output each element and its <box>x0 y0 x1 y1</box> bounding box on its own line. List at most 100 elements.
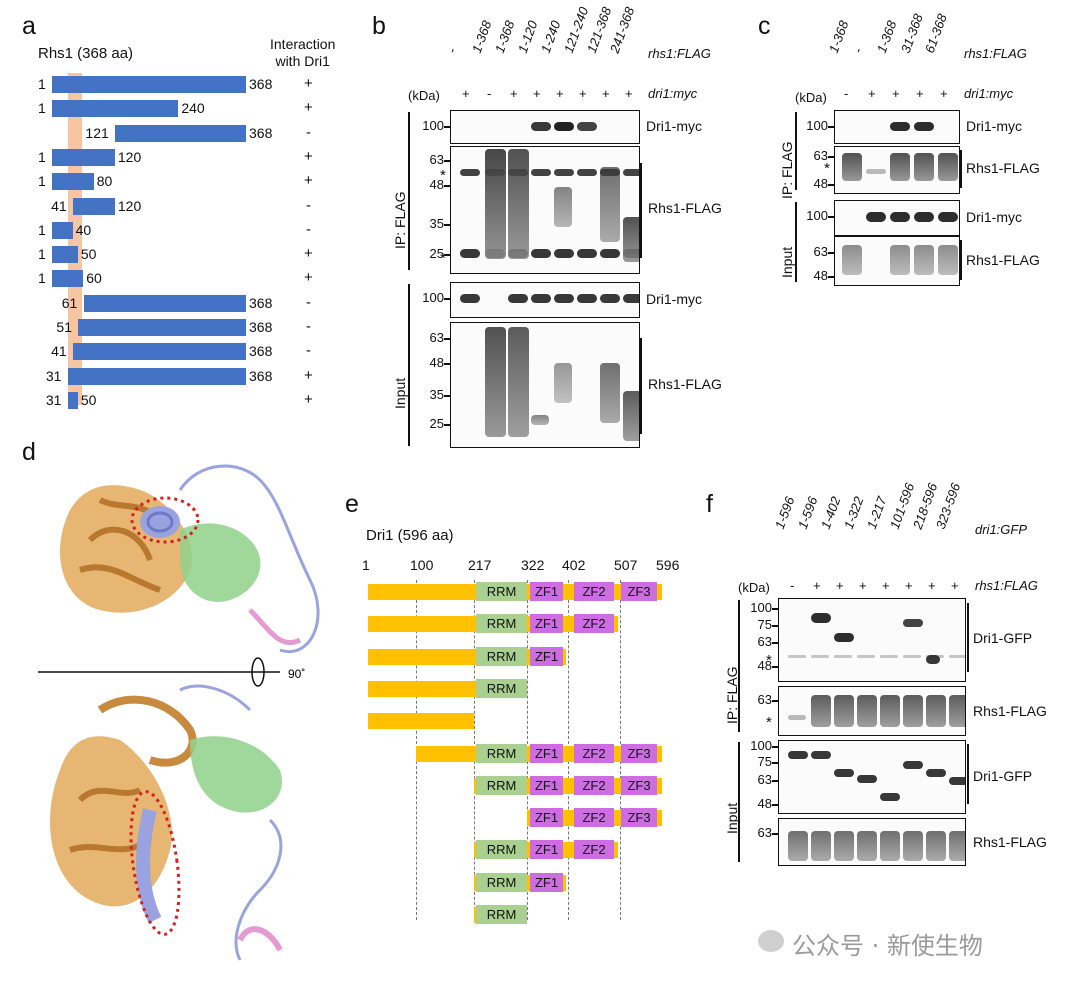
mw-marker: 25 <box>429 416 444 431</box>
domain-zf1: ZF1 <box>530 808 563 828</box>
blot-label: Rhs1-FLAG <box>973 703 1047 719</box>
panel-b-letter: b <box>372 12 386 40</box>
mw-tick <box>444 338 450 340</box>
blot-band <box>938 212 958 222</box>
blot-band <box>866 169 886 174</box>
mw-marker: 63 <box>429 152 444 167</box>
lane-coexpression-sign: + <box>928 578 936 593</box>
mw-marker: 75 <box>757 617 772 632</box>
construct-start: 31 <box>45 391 62 408</box>
construct-start: 51 <box>56 319 72 335</box>
domain-zf2: ZF2 <box>574 582 614 601</box>
blot-label: Rhs1-FLAG <box>966 252 1040 268</box>
construct-end: 40 <box>75 221 92 238</box>
domain-zf3: ZF3 <box>621 743 657 763</box>
nonspecific-asterisk: * <box>440 167 446 184</box>
blot-smear <box>857 831 877 861</box>
domain-zf1: ZF1 <box>530 646 563 666</box>
mw-marker: 63 <box>757 634 772 649</box>
lane-construct-label: 1-120 <box>514 18 541 56</box>
lane-coexpression-sign: + <box>905 578 913 593</box>
mw-marker: 35 <box>429 387 444 402</box>
blot-label: Dri1-myc <box>966 118 1022 134</box>
lane-coexpression-sign: + <box>882 578 890 593</box>
nonspecific-asterisk: * <box>824 160 830 177</box>
blot-smear <box>834 695 854 727</box>
blot-bracket <box>960 150 962 188</box>
blot-smear <box>531 415 549 425</box>
blot-label: Dri1-GFP <box>973 768 1033 784</box>
blot-band <box>866 212 886 222</box>
domain-rrm: RRM <box>476 646 527 666</box>
construct-bar <box>67 367 246 385</box>
blot-label: Dri1-myc <box>646 291 702 307</box>
row-label-bottom: dri1:myc <box>648 86 698 101</box>
blot-smear <box>903 831 923 861</box>
blot-band <box>554 122 574 131</box>
input-label: Input <box>779 246 795 278</box>
interaction-result: + <box>304 75 313 92</box>
mw-tick <box>444 298 450 300</box>
mw-tick <box>828 156 834 158</box>
blot-membrane <box>778 818 966 866</box>
blot-smear <box>949 695 965 727</box>
lane-coexpression-sign: - <box>487 86 492 101</box>
blot-band <box>926 655 944 658</box>
blot-smear <box>842 245 862 275</box>
construct-end: 80 <box>96 173 113 190</box>
domain-zf2: ZF2 <box>574 775 614 795</box>
blot-band <box>914 122 934 131</box>
blot-smear <box>485 149 506 259</box>
blot-bracket <box>795 202 797 282</box>
domain-rrm: RRM <box>476 905 527 924</box>
structure-top <box>60 464 320 653</box>
lane-coexpression-sign: + <box>813 578 821 593</box>
lane-coexpression-sign: - <box>790 578 795 593</box>
panel-a-letter: a <box>22 12 36 40</box>
protein-structure-image: 90˚ <box>38 464 320 961</box>
domain-zf2: ZF2 <box>574 840 614 860</box>
construct-start: 41 <box>51 343 67 360</box>
construct-bar <box>52 221 73 239</box>
construct-bar <box>83 294 246 312</box>
blot-smear <box>508 149 529 259</box>
lane-construct-label: - <box>443 45 460 55</box>
blot-membrane <box>450 282 640 318</box>
domain-rrm: RRM <box>476 775 527 795</box>
ip-label: IP: FLAG <box>724 666 740 724</box>
blot-smear <box>623 391 639 441</box>
construct-start: 1 <box>38 221 46 238</box>
blot-band <box>460 249 480 258</box>
construct-bar <box>52 246 78 264</box>
blot-band <box>811 613 831 623</box>
kda-label: (kDa) <box>738 580 770 595</box>
blot-band <box>531 169 551 176</box>
construct-end: 368 <box>249 124 273 141</box>
construct-end: 368 <box>249 294 273 311</box>
mw-marker: 48 <box>813 268 828 283</box>
construct-bar <box>73 197 115 215</box>
watermark: 公众号 · 新使生物 <box>792 932 983 960</box>
blot-band <box>577 169 597 176</box>
blot-smear <box>949 831 965 861</box>
interaction-result: - <box>306 342 311 360</box>
construct-start: 1 <box>38 76 46 92</box>
rotation-label: 90˚ <box>288 667 305 681</box>
panel-d-letter: d <box>22 438 36 466</box>
lane-coexpression-sign: + <box>462 86 470 101</box>
domain-rrm: RRM <box>476 872 527 892</box>
row-label-bottom: dri1:myc <box>964 86 1014 101</box>
mw-marker: 100 <box>806 208 828 223</box>
lane-construct-label: 61-368 <box>921 11 950 56</box>
construct-end: 50 <box>80 246 97 263</box>
lane-coexpression-sign: + <box>556 86 564 101</box>
mw-tick <box>772 700 778 702</box>
mw-tick <box>828 126 834 128</box>
blot-smear <box>880 695 900 727</box>
domain-zf1: ZF1 <box>530 775 563 795</box>
mw-tick <box>444 424 450 426</box>
mw-tick <box>772 666 778 668</box>
blot-band <box>926 655 940 664</box>
mw-tick <box>828 252 834 254</box>
blot-band <box>890 122 910 131</box>
